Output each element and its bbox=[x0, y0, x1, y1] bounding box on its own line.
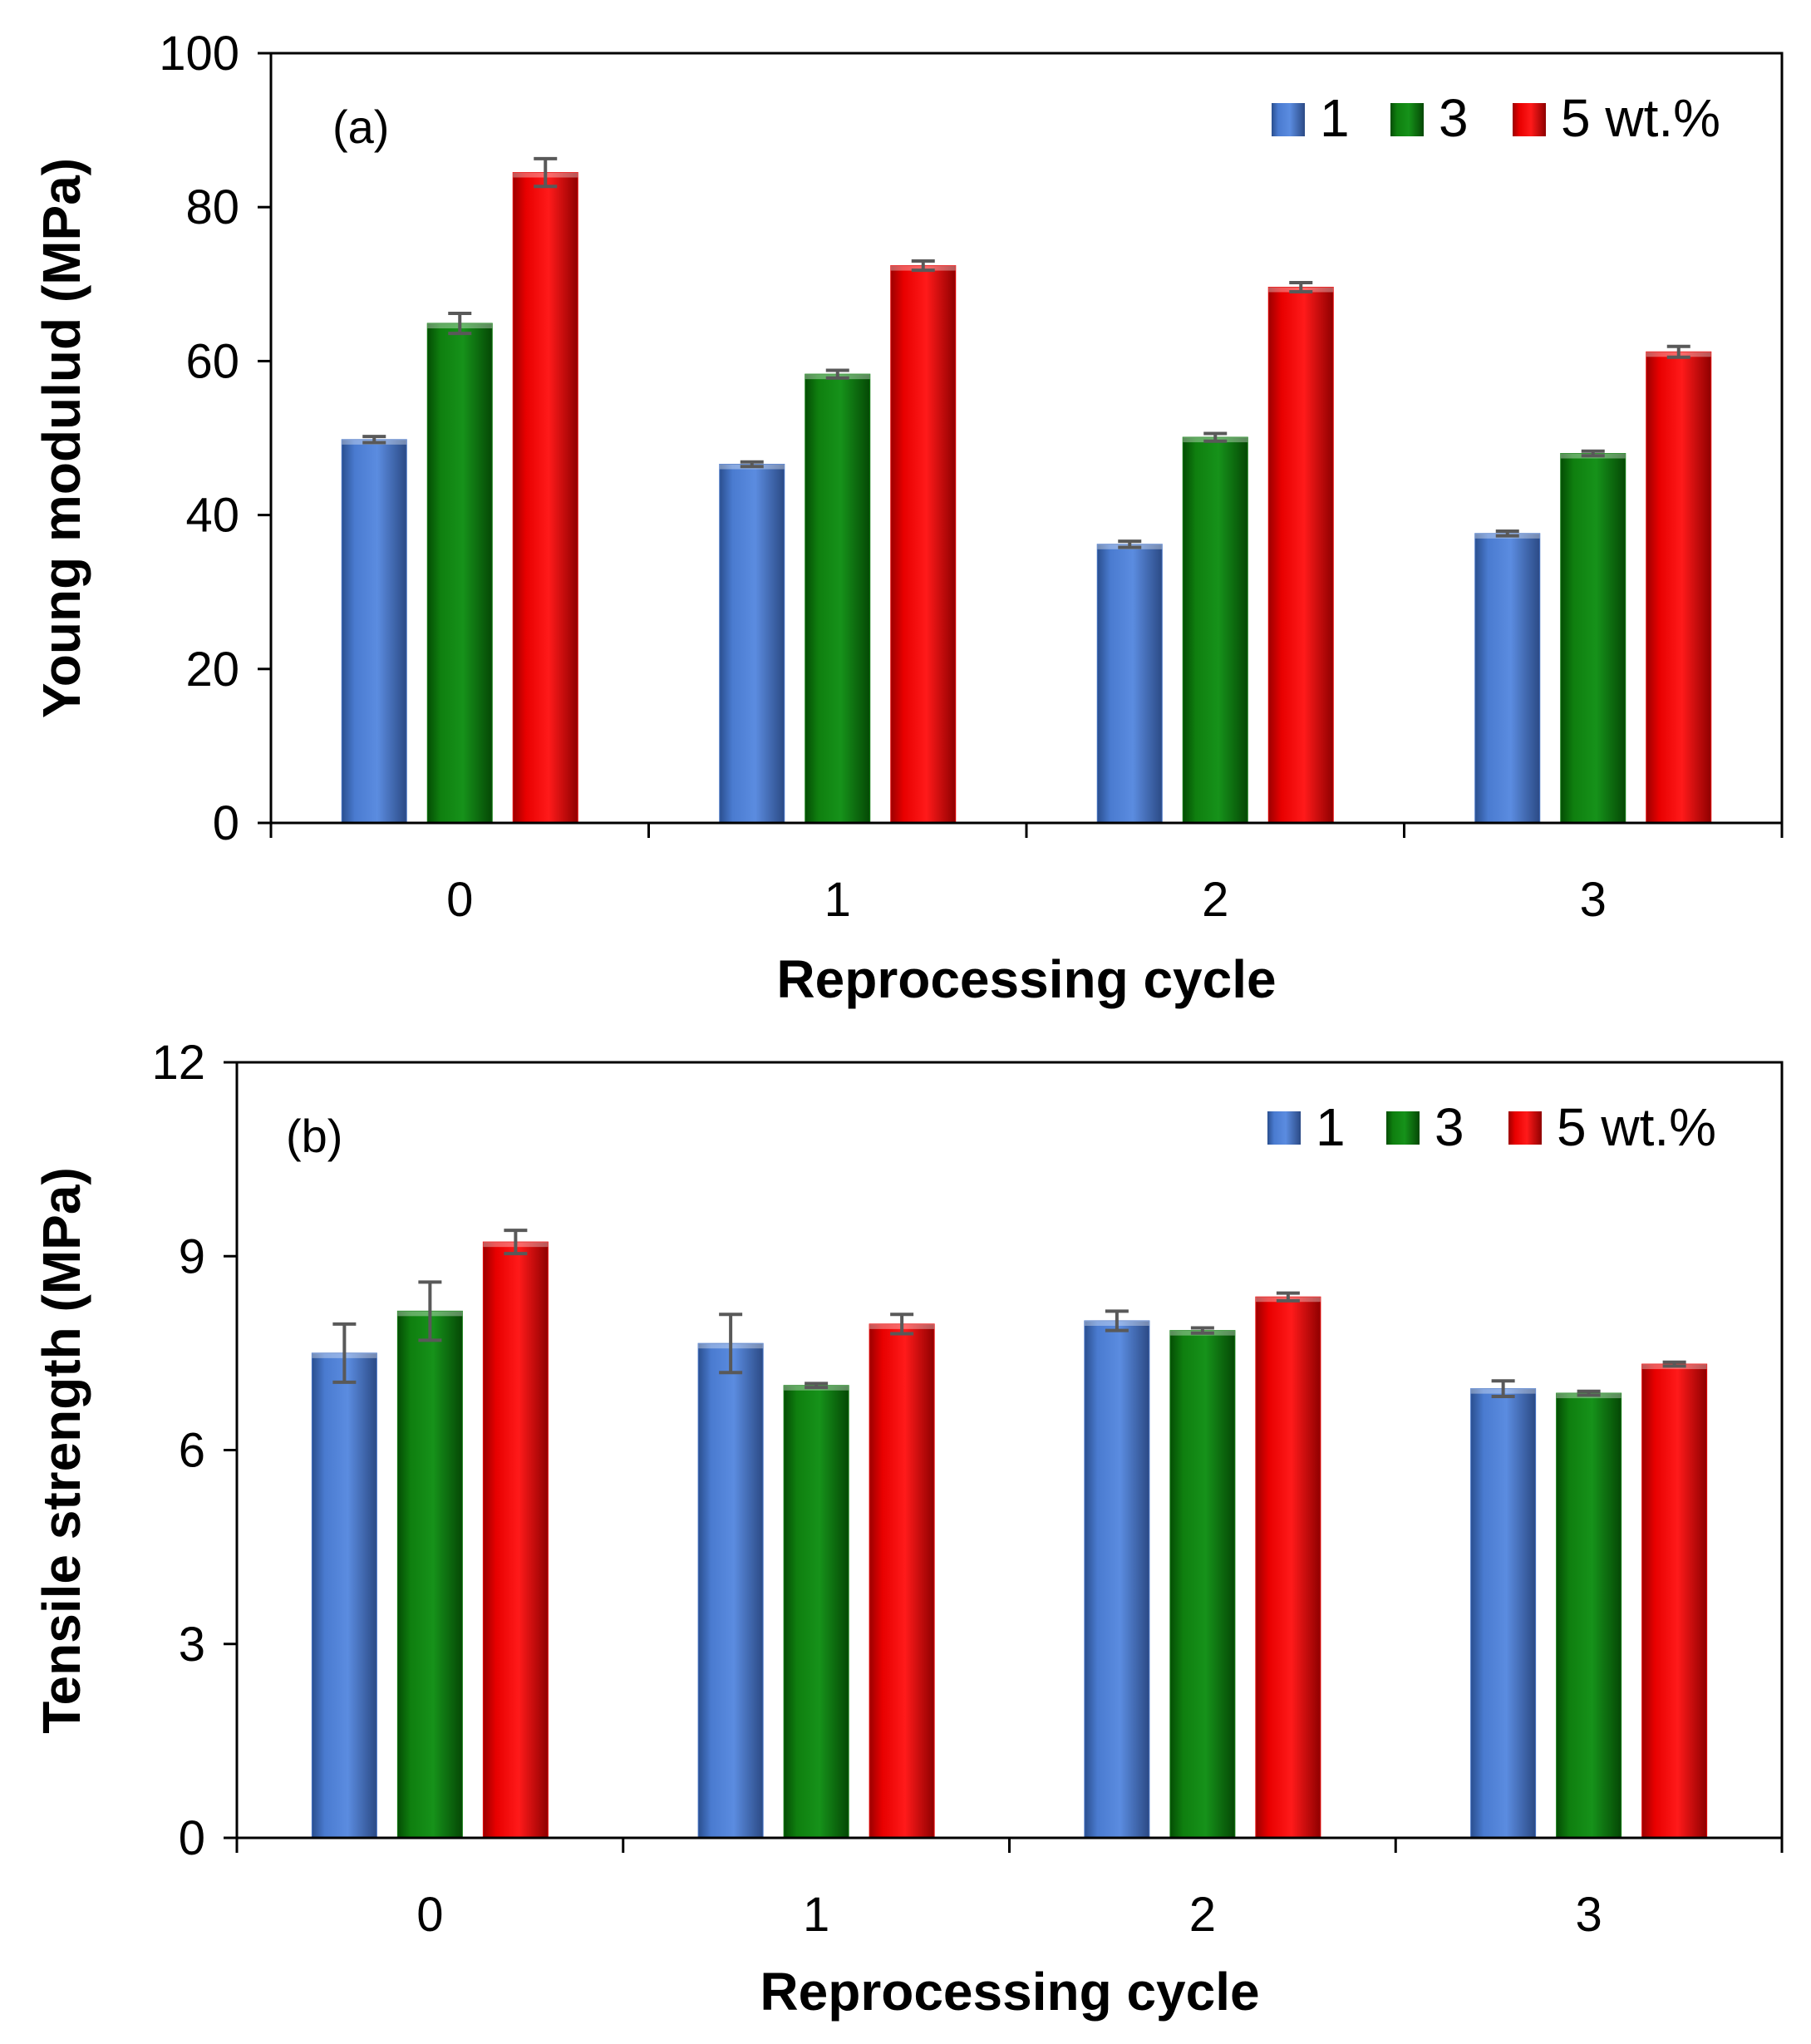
legend-swatch-5-b bbox=[1508, 1111, 1542, 1145]
x-tick-label: 1 bbox=[824, 873, 851, 927]
x-tick-label: 1 bbox=[803, 1888, 829, 1942]
bar-series-0-cycle-0 bbox=[311, 1352, 377, 1839]
bar-series-1-cycle-0 bbox=[426, 323, 493, 824]
x-tick-label: 3 bbox=[1575, 1888, 1602, 1942]
errorbars-b bbox=[332, 1229, 1686, 1398]
bar-series-2-cycle-3 bbox=[1646, 351, 1712, 824]
bar-series-2-cycle-1 bbox=[869, 1323, 935, 1839]
bar-series-0-cycle-1 bbox=[719, 463, 785, 824]
legend-label-5-a: 5 wt.% bbox=[1561, 88, 1720, 148]
y-tick-label: 100 bbox=[159, 27, 239, 81]
bar-series-1-cycle-2 bbox=[1182, 436, 1248, 824]
bars-b bbox=[311, 1241, 1708, 1839]
legend-swatch-3-a bbox=[1390, 103, 1424, 136]
legend-b: 1 3 5 wt.% bbox=[1267, 1097, 1716, 1157]
y-tick-label: 40 bbox=[185, 489, 239, 543]
bar-series-1-cycle-3 bbox=[1560, 453, 1626, 824]
bar-series-1-cycle-1 bbox=[805, 373, 871, 824]
x-ticks-b: 0 1 2 3 bbox=[235, 1838, 1784, 1942]
bar-series-2-cycle-3 bbox=[1641, 1363, 1708, 1839]
y-tick-label: 6 bbox=[179, 1424, 205, 1478]
plot-frame-b bbox=[235, 1061, 1784, 1840]
x-axis-title-a: Reprocessing cycle bbox=[776, 949, 1276, 1009]
bar-series-2-cycle-0 bbox=[482, 1241, 549, 1839]
legend-swatch-1-b bbox=[1267, 1111, 1301, 1145]
bar-series-0-cycle-2 bbox=[1084, 1320, 1150, 1839]
bar-series-0-cycle-1 bbox=[697, 1342, 764, 1839]
legend-swatch-5-a bbox=[1513, 103, 1546, 136]
y-ticks-b: 0 3 6 9 12 bbox=[151, 1036, 237, 1865]
y-axis-title-a: Young modulud (MPa) bbox=[32, 158, 91, 718]
x-tick-label: 3 bbox=[1580, 873, 1607, 927]
legend-swatch-3-b bbox=[1386, 1111, 1420, 1145]
legend-label-3-a: 3 bbox=[1439, 88, 1469, 148]
bar-series-2-cycle-2 bbox=[1267, 287, 1334, 824]
y-tick-label: 20 bbox=[185, 643, 239, 697]
x-axis-title-b: Reprocessing cycle bbox=[760, 1962, 1259, 2022]
y-tick-label: 80 bbox=[185, 180, 239, 234]
y-tick-label: 3 bbox=[179, 1618, 205, 1672]
y-tick-label: 12 bbox=[151, 1036, 205, 1090]
y-tick-label: 0 bbox=[213, 796, 239, 850]
y-tick-label: 60 bbox=[185, 334, 239, 388]
bar-series-2-cycle-2 bbox=[1255, 1296, 1321, 1839]
bar-series-0-cycle-2 bbox=[1096, 544, 1163, 824]
bar-series-2-cycle-0 bbox=[512, 172, 578, 824]
panel-label-a: (a) bbox=[332, 101, 389, 153]
legend-label-5-b: 5 wt.% bbox=[1557, 1097, 1716, 1157]
x-tick-label: 2 bbox=[1202, 873, 1228, 927]
x-tick-label: 2 bbox=[1189, 1888, 1216, 1942]
bars-a bbox=[341, 172, 1712, 824]
bar-series-1-cycle-1 bbox=[783, 1385, 849, 1839]
bar-series-1-cycle-3 bbox=[1556, 1392, 1622, 1839]
x-tick-label: 0 bbox=[416, 1888, 443, 1942]
bar-series-1-cycle-2 bbox=[1169, 1330, 1236, 1839]
chart-panel-a: 0 20 40 60 80 100 0 1 2 3 (a) Young modulud (MPa… bbox=[32, 27, 1784, 1009]
y-tick-label: 0 bbox=[179, 1811, 205, 1865]
legend-swatch-1-a bbox=[1272, 103, 1305, 136]
bar-series-1-cycle-0 bbox=[396, 1310, 463, 1839]
x-ticks-a: 0 1 2 3 bbox=[269, 823, 1784, 927]
bar-series-0-cycle-3 bbox=[1470, 1388, 1537, 1839]
bar-series-0-cycle-3 bbox=[1474, 533, 1541, 824]
errorbars-a bbox=[362, 156, 1690, 549]
bar-series-0-cycle-0 bbox=[341, 439, 407, 824]
y-ticks-a: 0 20 40 60 80 100 bbox=[159, 27, 271, 850]
legend-a: 1 3 5 wt.% bbox=[1272, 88, 1720, 148]
panel-label-b: (b) bbox=[286, 1110, 342, 1162]
legend-label-1-b: 1 bbox=[1316, 1097, 1346, 1157]
legend-label-1-a: 1 bbox=[1320, 88, 1350, 148]
plot-frame-a bbox=[269, 52, 1784, 825]
y-axis-title-b: Tensile strength (MPa) bbox=[32, 1167, 91, 1734]
y-tick-label: 9 bbox=[179, 1229, 205, 1283]
x-tick-label: 0 bbox=[446, 873, 473, 927]
bar-series-2-cycle-1 bbox=[890, 265, 957, 824]
legend-label-3-b: 3 bbox=[1435, 1097, 1464, 1157]
